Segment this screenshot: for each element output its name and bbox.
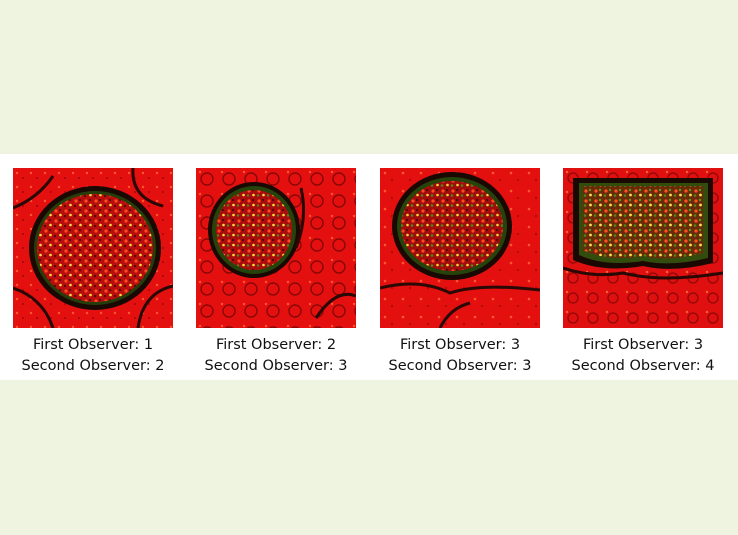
first-observer-score: First Observer: 2	[215, 337, 337, 353]
figure-panel-1: First Observer: 1 Second Observer: 2	[13, 168, 173, 377]
caption-3: First Observer: 3 Second Observer: 3	[368, 335, 552, 377]
figure-panel-2: First Observer: 2 Second Observer: 3	[196, 168, 356, 377]
figure-panel-4: First Observer: 3 Second Observer: 4	[563, 168, 723, 377]
second-observer-score: Second Observer: 3	[388, 358, 532, 374]
micrograph-image-2	[196, 168, 356, 328]
caption-2: First Observer: 2 Second Observer: 3	[184, 335, 368, 377]
second-observer-score: Second Observer: 3	[204, 358, 348, 374]
second-observer-score: Second Observer: 2	[21, 358, 165, 374]
micrograph-image-1	[13, 168, 173, 328]
figure-panel-3: First Observer: 3 Second Observer: 3	[380, 168, 540, 377]
first-observer-score: First Observer: 3	[399, 337, 521, 353]
micrograph-image-3	[380, 168, 540, 328]
caption-4: First Observer: 3 Second Observer: 4	[551, 335, 735, 377]
caption-1: First Observer: 1 Second Observer: 2	[1, 335, 185, 377]
first-observer-score: First Observer: 1	[32, 337, 154, 353]
second-observer-score: Second Observer: 4	[571, 358, 715, 374]
micrograph-image-4	[563, 168, 723, 328]
first-observer-score: First Observer: 3	[582, 337, 704, 353]
figure-strip: First Observer: 1 Second Observer: 2	[0, 154, 738, 380]
